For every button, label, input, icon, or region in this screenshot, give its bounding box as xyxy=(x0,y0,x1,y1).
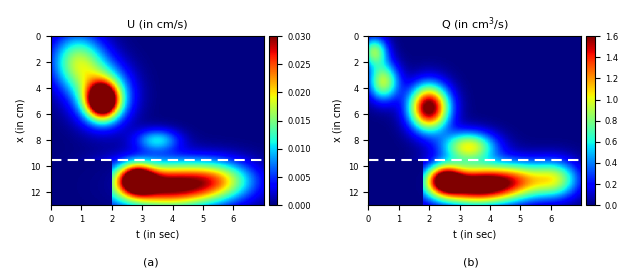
Text: (b): (b) xyxy=(463,257,478,267)
Text: (a): (a) xyxy=(143,257,158,267)
X-axis label: t (in sec): t (in sec) xyxy=(136,230,179,240)
Y-axis label: x (in cm): x (in cm) xyxy=(333,99,342,142)
Y-axis label: x (in cm): x (in cm) xyxy=(15,99,25,142)
X-axis label: t (in sec): t (in sec) xyxy=(453,230,497,240)
Title: U (in cm/s): U (in cm/s) xyxy=(127,20,188,30)
Title: Q (in cm$^3$/s): Q (in cm$^3$/s) xyxy=(441,15,509,33)
